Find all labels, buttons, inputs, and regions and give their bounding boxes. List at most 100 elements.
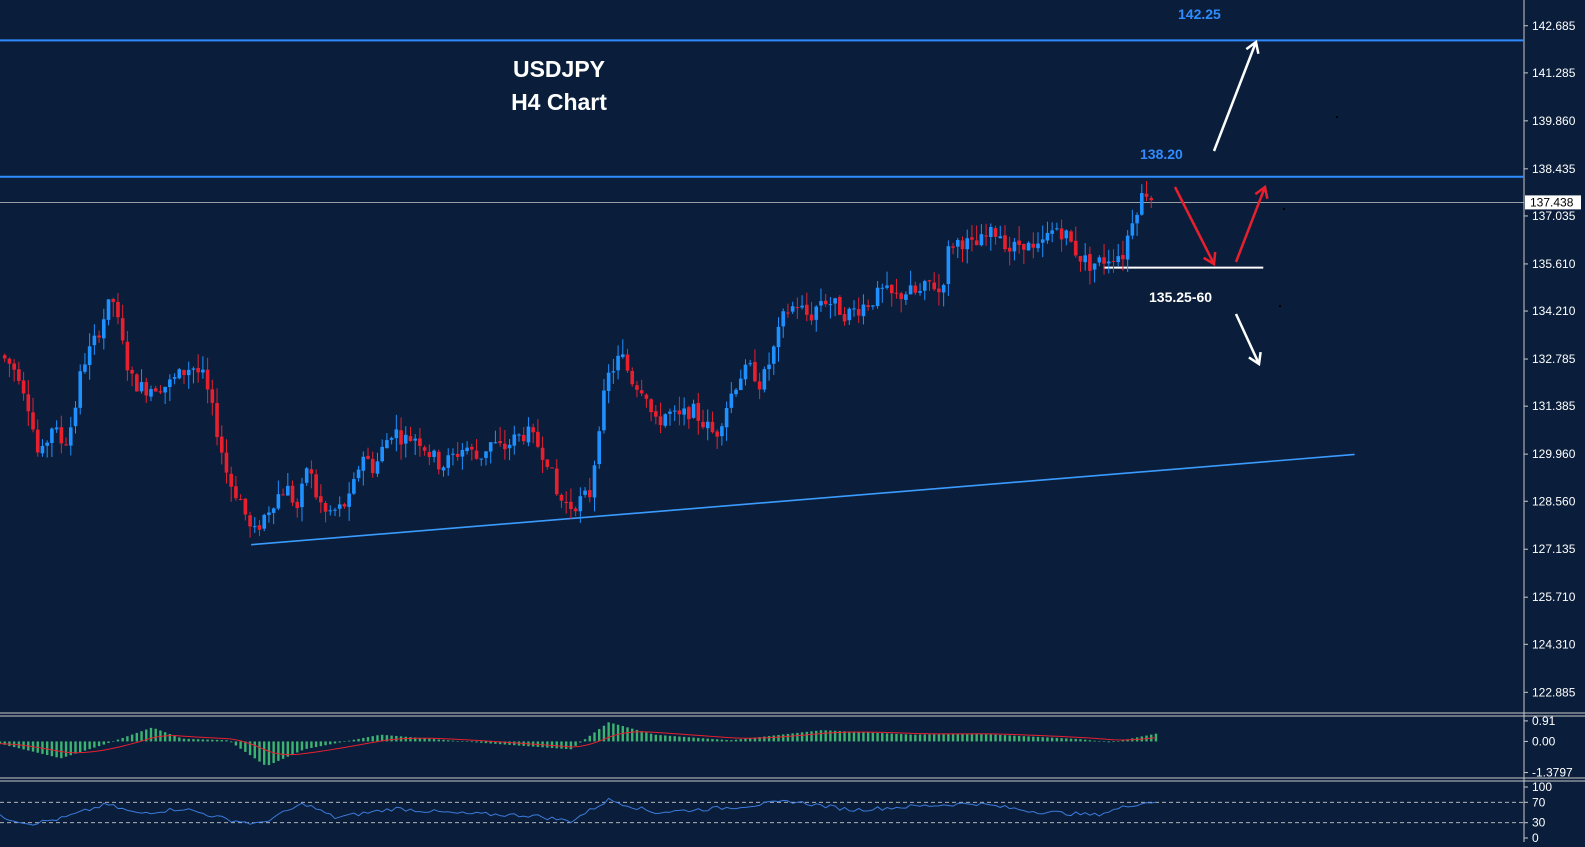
- candle-body: [965, 238, 970, 250]
- candle-body: [531, 427, 535, 433]
- macd-histogram-bar: [206, 739, 209, 742]
- macd-histogram-bar: [1093, 740, 1096, 742]
- y-tick-label: 129.960: [1532, 447, 1576, 461]
- candle-body: [135, 374, 139, 392]
- macd-histogram-bar: [815, 730, 818, 742]
- candle-body: [281, 494, 285, 496]
- macd-histogram-bar: [437, 739, 440, 742]
- candle-body: [474, 450, 479, 459]
- candle-body: [210, 389, 215, 403]
- macd-histogram-bar: [480, 741, 483, 743]
- candle-body: [1055, 228, 1059, 230]
- macd-histogram-bar: [772, 735, 775, 742]
- candle-body: [545, 459, 550, 467]
- candle-body: [993, 228, 998, 237]
- candle-body: [304, 468, 309, 483]
- candle-body: [583, 490, 587, 495]
- candle-body: [1045, 232, 1050, 241]
- candle-body: [573, 508, 578, 512]
- macd-histogram-bar: [758, 737, 761, 742]
- macd-histogram-bar: [824, 730, 827, 742]
- candle-body: [729, 393, 734, 408]
- arrow-down-break-shaft: [1234, 313, 1261, 365]
- macd-histogram-bar: [833, 730, 837, 742]
- candle-body: [347, 493, 351, 507]
- candle-body: [1102, 257, 1106, 264]
- macd-histogram-bar: [456, 741, 459, 742]
- y-tick-label: 141.285: [1532, 66, 1576, 80]
- macd-histogram-bar: [937, 734, 941, 742]
- candle-body: [512, 434, 517, 446]
- macd-histogram-bar: [1154, 733, 1158, 742]
- macd-histogram-bar: [319, 741, 323, 747]
- candle-body: [805, 304, 809, 315]
- macd-histogram-bar: [253, 741, 256, 759]
- candle-body: [644, 394, 649, 399]
- macd-histogram-bar: [687, 737, 691, 742]
- macd-histogram-bar: [980, 733, 983, 742]
- candle-body: [691, 403, 696, 418]
- candle-body: [677, 410, 682, 415]
- candle-body: [1007, 247, 1012, 252]
- macd-histogram-bar: [451, 740, 455, 742]
- candle-body: [139, 381, 144, 392]
- candle-body: [1050, 230, 1054, 234]
- candle-body: [649, 399, 653, 413]
- candle-body: [323, 502, 328, 512]
- candle-body: [422, 447, 427, 451]
- macd-histogram-bar: [664, 735, 667, 742]
- candle-body: [682, 408, 686, 415]
- candle-body: [1130, 223, 1135, 236]
- candle-body: [149, 389, 153, 397]
- candle-body: [904, 294, 908, 300]
- candle-body: [540, 447, 545, 460]
- candle-body: [611, 371, 616, 373]
- candle-body: [833, 298, 837, 304]
- macd-histogram-bar: [598, 729, 601, 742]
- macd-histogram-bar: [560, 741, 563, 749]
- candle-body: [1135, 214, 1139, 224]
- macd-histogram-bar: [163, 732, 167, 742]
- candle-body: [21, 380, 26, 394]
- macd-histogram-bar: [88, 741, 91, 750]
- candle-body: [394, 429, 399, 439]
- macd-histogram-bar: [583, 739, 587, 742]
- candle-body: [276, 494, 281, 509]
- arrow-down-support-head: [1203, 251, 1217, 267]
- candle-body: [625, 354, 630, 371]
- chart-title: USDJPY H4 Chart: [459, 53, 659, 119]
- macd-histogram-bar: [149, 727, 153, 742]
- candle-body: [602, 390, 606, 431]
- candle-body: [776, 326, 781, 348]
- macd-histogram-bar: [135, 732, 139, 742]
- candle-body: [125, 341, 130, 371]
- candle-body: [144, 382, 149, 396]
- candle-body: [922, 281, 927, 291]
- candle-body: [1059, 228, 1064, 240]
- candle-body: [814, 306, 819, 320]
- candle-body: [1069, 231, 1073, 242]
- macd-histogram-bar: [1107, 741, 1110, 743]
- candle-body: [356, 469, 361, 479]
- marker-dot: [1336, 116, 1338, 118]
- candle-body: [639, 390, 644, 394]
- macd-histogram-bar: [720, 739, 724, 742]
- macd-histogram-bar: [333, 741, 337, 744]
- candle-body: [630, 371, 635, 385]
- candle-body: [234, 486, 238, 499]
- macd-histogram-bar: [588, 735, 591, 742]
- macd-histogram-bar: [947, 734, 950, 742]
- candle-body: [370, 458, 375, 474]
- candle-body: [465, 447, 469, 452]
- candle-body: [385, 440, 389, 449]
- macd-histogram-bar: [428, 738, 431, 742]
- ascending-trendline: [251, 453, 1355, 546]
- candle-body: [153, 388, 158, 392]
- macd-histogram-bar: [961, 733, 964, 742]
- candle-body: [479, 458, 484, 460]
- candle-body: [271, 508, 276, 513]
- macd-histogram-bar: [220, 740, 223, 742]
- level-label-138-20: 138.20: [1140, 146, 1183, 162]
- macd-histogram-bar: [862, 732, 865, 742]
- candle-body: [257, 525, 262, 530]
